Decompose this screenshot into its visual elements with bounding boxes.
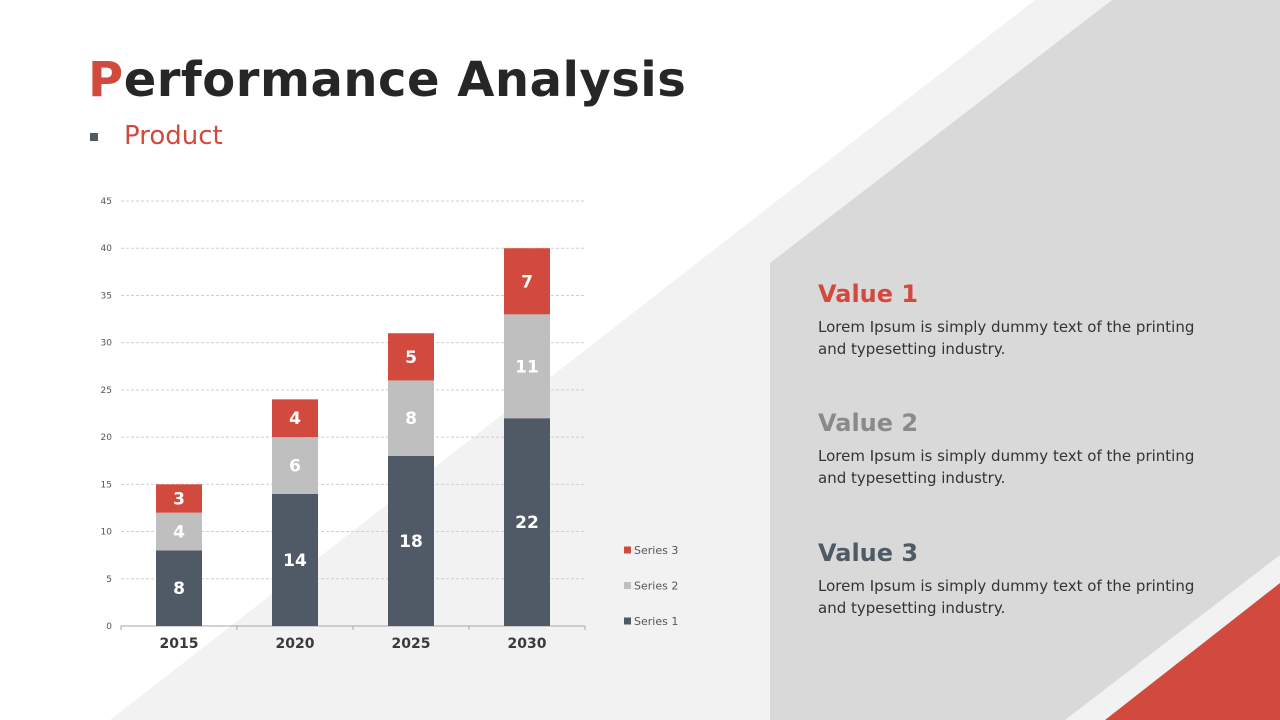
- bar-segment: [504, 248, 550, 315]
- data-label: 4: [289, 409, 301, 429]
- y-tick-label: 0: [106, 622, 112, 632]
- legend-swatch: [624, 546, 631, 554]
- x-tick-label: 2030: [508, 636, 547, 652]
- bar-segment: [156, 550, 202, 626]
- value-title: Value 1: [818, 280, 919, 308]
- data-label: 4: [173, 523, 185, 543]
- data-label: 6: [289, 456, 301, 476]
- value-text: Lorem Ipsum is simply dummy text of the …: [818, 447, 1195, 487]
- bar-segment: [272, 493, 318, 626]
- bar-segment: [156, 512, 202, 551]
- value-title: Value 2: [818, 409, 919, 437]
- y-tick-label: 25: [101, 386, 112, 396]
- red-corner-triangle: [1105, 583, 1280, 720]
- y-tick-label: 10: [101, 528, 113, 538]
- legend-swatch: [624, 617, 631, 625]
- bar-segment: [272, 399, 318, 438]
- value-block-2: Value 2 Lorem Ipsum is simply dummy text…: [818, 409, 1218, 489]
- data-label: 11: [515, 357, 539, 377]
- y-tick-label: 15: [101, 480, 112, 490]
- data-label: 5: [405, 348, 417, 368]
- x-tick-label: 2020: [276, 636, 315, 652]
- legend-swatch: [624, 582, 631, 589]
- data-label: 22: [515, 513, 539, 533]
- bar-segment: [388, 333, 434, 381]
- y-tick-label: 5: [106, 575, 112, 585]
- page-title: Performance Analysis: [88, 52, 686, 108]
- data-label: 8: [405, 409, 417, 429]
- value-text: Lorem Ipsum is simply dummy text of the …: [818, 318, 1195, 358]
- bar-segment: [272, 437, 318, 494]
- bar-segment: [504, 314, 550, 419]
- bar-segment: [388, 456, 434, 626]
- value-block-3: Value 3 Lorem Ipsum is simply dummy text…: [818, 539, 1218, 619]
- y-tick-label: 40: [101, 244, 113, 254]
- title-rest: erformance Analysis: [123, 52, 687, 108]
- bar-segment: [504, 418, 550, 626]
- legend-label: Series 1: [634, 615, 678, 628]
- value-text: Lorem Ipsum is simply dummy text of the …: [818, 577, 1195, 617]
- data-label: 18: [399, 532, 423, 552]
- square-bullet-icon: [90, 133, 98, 141]
- legend-label: Series 2: [634, 580, 678, 593]
- title-first-letter: P: [88, 52, 124, 108]
- data-label: 3: [173, 490, 185, 510]
- data-label: 8: [173, 579, 185, 599]
- value-title: Value 3: [818, 539, 919, 567]
- value-block-1: Value 1 Lorem Ipsum is simply dummy text…: [818, 280, 1218, 360]
- bar-segment: [156, 484, 202, 513]
- x-tick-label: 2015: [160, 636, 199, 652]
- x-tick-label: 2025: [392, 636, 431, 652]
- data-label: 14: [283, 551, 307, 571]
- bar-segment: [388, 380, 434, 456]
- y-tick-label: 45: [101, 197, 112, 207]
- y-tick-label: 30: [101, 339, 113, 349]
- y-tick-label: 35: [101, 291, 112, 301]
- grey-panel-shape: [770, 0, 1280, 720]
- legend-label: Series 3: [634, 544, 678, 557]
- data-label: 7: [521, 272, 533, 292]
- subtitle: Product: [124, 121, 223, 151]
- y-tick-label: 20: [101, 433, 113, 443]
